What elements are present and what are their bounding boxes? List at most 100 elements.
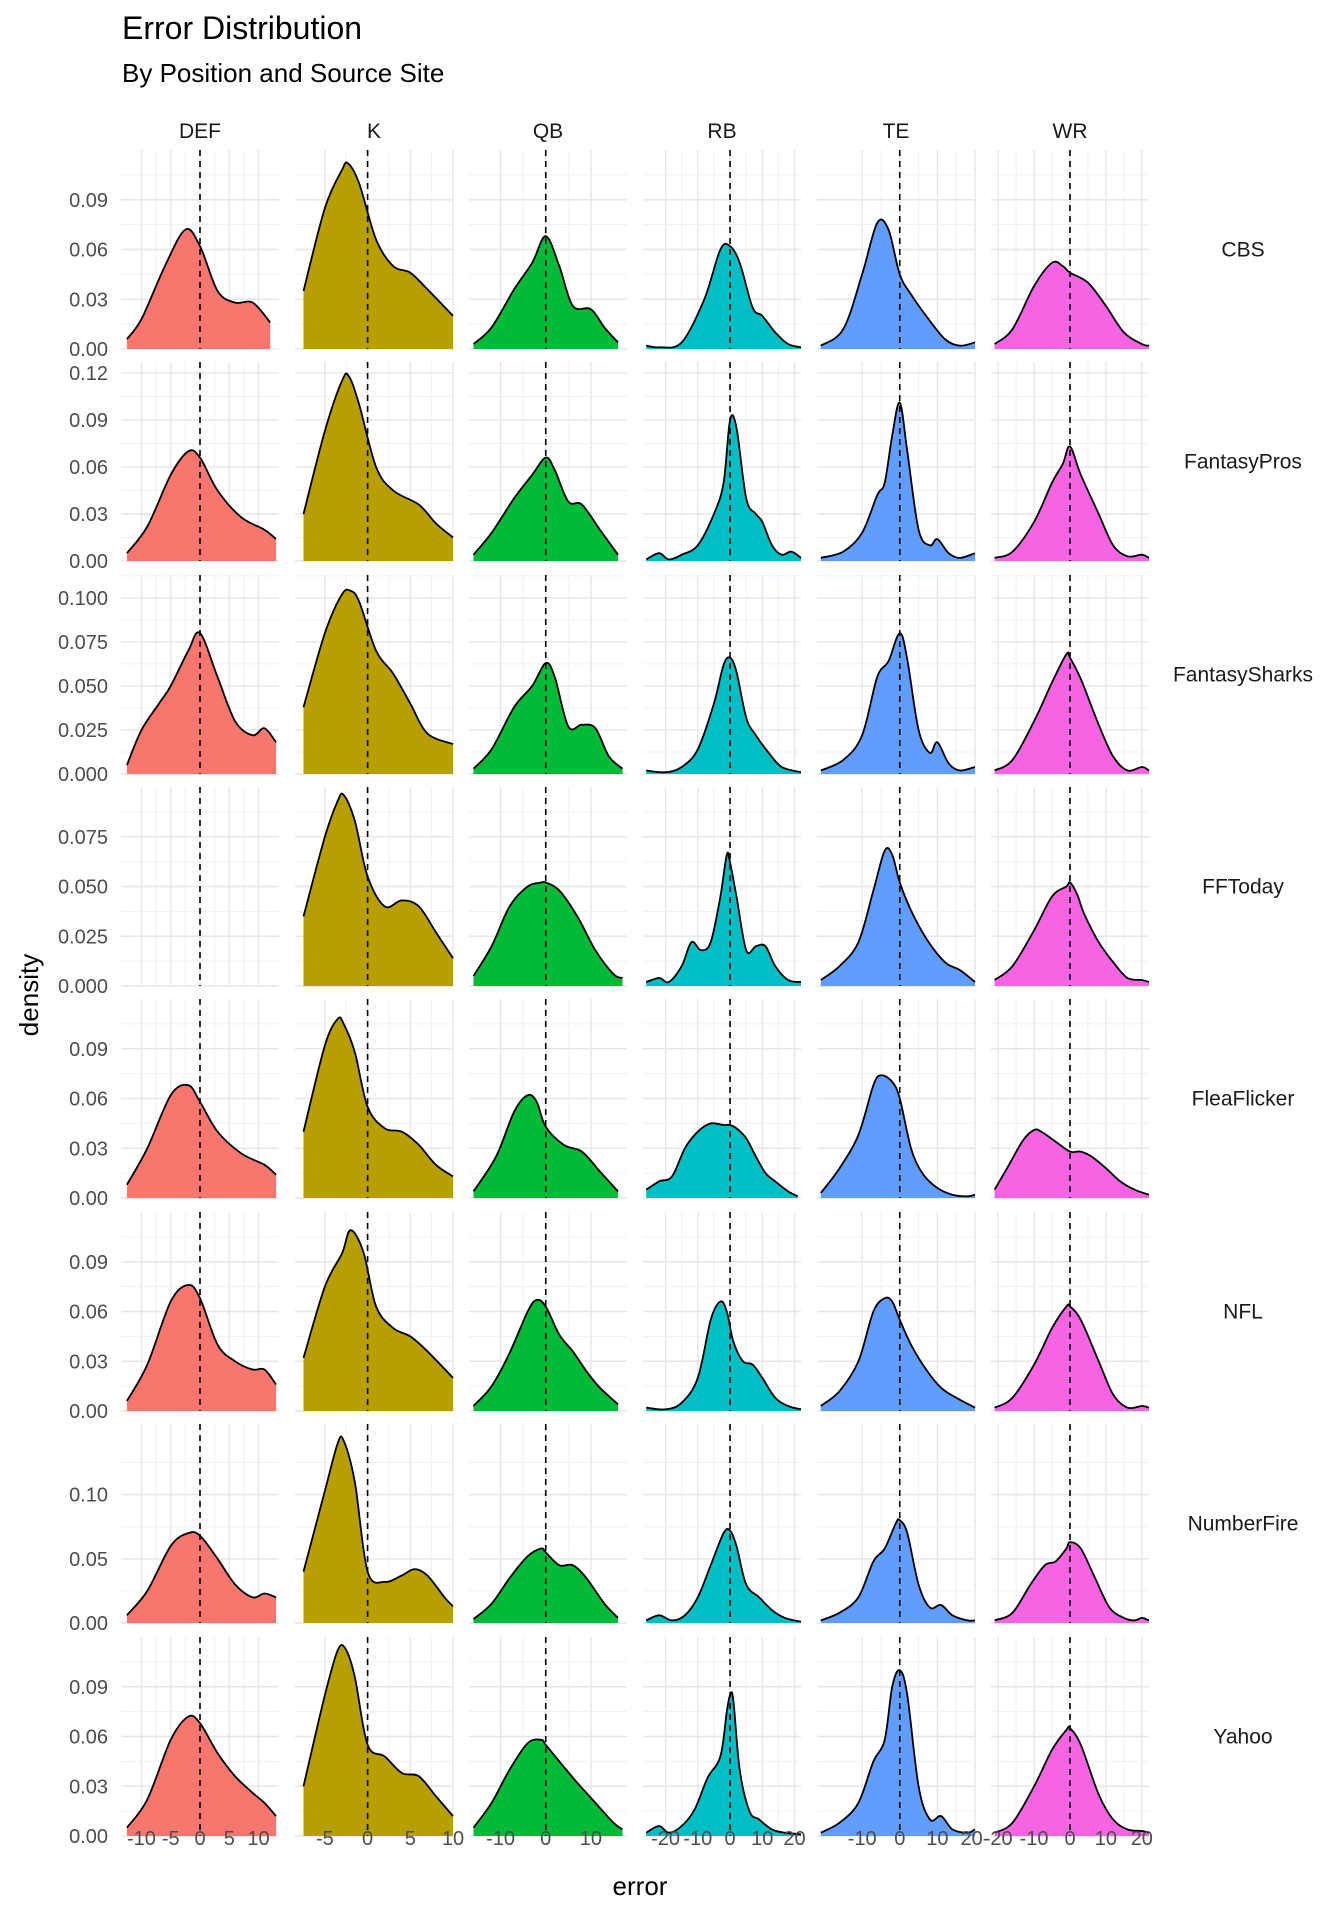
facet-label-DEF: DEF — [179, 120, 221, 143]
x-tick-label: 5 — [405, 1828, 416, 1850]
density-area-FFToday-RB — [646, 852, 801, 986]
density-line-FFToday-RB — [645, 851, 802, 984]
density-line-NFL-K — [302, 1229, 454, 1379]
density-area-FantasySharks-WR — [994, 652, 1149, 774]
density-area-CBS-QB — [473, 236, 618, 349]
facet-label-FantasySharks: FantasySharks — [1173, 664, 1313, 687]
density-line-CBS-K — [302, 161, 454, 317]
density-area-NumberFire-DEF — [126, 1532, 277, 1623]
density-line-NumberFire-K — [302, 1435, 454, 1607]
y-tick-label: 0.050 — [58, 676, 108, 698]
density-area-NumberFire-QB — [473, 1548, 618, 1623]
y-tick-label: 0.025 — [58, 720, 108, 742]
y-tick-label: 0.03 — [69, 1351, 108, 1373]
y-tick-label: 0.06 — [69, 240, 108, 262]
x-tick-label: -5 — [316, 1828, 334, 1850]
density-line-FantasyPros-RB — [645, 414, 802, 561]
density-line-FantasySharks-QB — [472, 661, 624, 770]
y-axis-title: density — [14, 954, 44, 1036]
facet-label-NFL: NFL — [1223, 1301, 1263, 1324]
x-tick-label: 0 — [1064, 1828, 1075, 1850]
density-area-FFToday-QB — [473, 881, 623, 986]
facet-label-TE: TE — [883, 120, 910, 143]
density-area-FantasyPros-RB — [646, 414, 801, 561]
density-area-NumberFire-WR — [994, 1542, 1149, 1623]
x-tick-label: -10 — [683, 1828, 712, 1850]
x-tick-label: 10 — [751, 1828, 773, 1850]
density-area-FantasySharks-DEF — [126, 632, 277, 774]
density-area-NumberFire-RB — [646, 1528, 801, 1623]
density-line-FantasyPros-WR — [994, 445, 1150, 559]
y-tick-label: 0.00 — [69, 339, 108, 361]
facet-label-FantasyPros: FantasyPros — [1184, 451, 1302, 474]
x-tick-label: -10 — [486, 1828, 515, 1850]
x-tick-label: 10 — [926, 1828, 948, 1850]
density-line-FantasyPros-DEF — [126, 449, 277, 554]
x-tick-label: 0 — [362, 1828, 373, 1850]
y-tick-label: 0.03 — [69, 289, 108, 311]
facet-label-WR: WR — [1053, 120, 1088, 143]
density-area-FleaFlicker-DEF — [126, 1084, 277, 1198]
density-area-FFToday-WR — [994, 882, 1149, 986]
y-tick-label: 0.09 — [69, 410, 108, 432]
density-area-CBS-TE — [820, 219, 975, 349]
density-line-FantasySharks-TE — [820, 632, 976, 772]
y-tick-label: 0.00 — [69, 1188, 108, 1210]
y-tick-label: 0.03 — [69, 504, 108, 526]
x-tick-label: 0 — [894, 1828, 905, 1850]
y-tick-label: 0.06 — [69, 1727, 108, 1749]
density-line-NFL-TE — [820, 1296, 976, 1409]
y-tick-label: 0.06 — [69, 1089, 108, 1111]
density-area-NumberFire-K — [303, 1436, 453, 1623]
density-line-CBS-QB — [472, 235, 619, 345]
density-area-FantasySharks-TE — [820, 633, 975, 774]
density-area-NFL-WR — [994, 1304, 1149, 1411]
density-area-FantasySharks-RB — [646, 657, 801, 774]
density-line-FleaFlicker-WR — [993, 1128, 1150, 1196]
density-line-Yahoo-TE — [820, 1669, 976, 1834]
density-line-NFL-WR — [994, 1303, 1150, 1410]
density-line-Yahoo-RB — [645, 1691, 802, 1836]
y-tick-label: 0.12 — [69, 363, 108, 385]
y-tick-label: 0.100 — [58, 588, 108, 610]
density-line-NFL-DEF — [126, 1284, 277, 1402]
x-tick-label: -10 — [1020, 1828, 1049, 1850]
density-area-NFL-TE — [820, 1297, 975, 1411]
density-line-NumberFire-TE — [820, 1518, 976, 1622]
y-tick-label: 0.10 — [69, 1485, 108, 1507]
y-tick-label: 0.09 — [69, 1677, 108, 1699]
density-area-FantasyPros-DEF — [126, 450, 277, 561]
x-axis-title: error — [613, 1871, 668, 1901]
density-line-FantasyPros-TE — [820, 401, 976, 559]
density-line-NumberFire-WR — [994, 1541, 1150, 1622]
facet-label-QB: QB — [533, 120, 563, 143]
density-area-NumberFire-TE — [820, 1519, 975, 1623]
density-line-NFL-QB — [472, 1298, 619, 1407]
x-tick-label: 10 — [580, 1828, 602, 1850]
density-line-NumberFire-RB — [645, 1527, 802, 1623]
x-tick-label: 20- — [961, 1828, 990, 1850]
density-area-Yahoo-WR — [994, 1726, 1149, 1836]
y-tick-label: 0.00 — [69, 1826, 108, 1848]
density-area-CBS-K — [303, 162, 453, 349]
y-tick-label: 0.000 — [58, 976, 108, 998]
y-tick-label: 0.025 — [58, 926, 108, 948]
density-line-FantasySharks-WR — [994, 651, 1150, 772]
x-tick-label: 10 — [247, 1828, 269, 1850]
x-tick-label: -10 — [127, 1828, 156, 1850]
y-tick-label: 0.075 — [58, 632, 108, 654]
density-line-Yahoo-QB — [472, 1738, 624, 1831]
y-tick-label: 0.05 — [69, 1549, 108, 1571]
density-line-FFToday-WR — [994, 881, 1150, 983]
x-tick-label: 0 — [724, 1828, 735, 1850]
chart-title: Error Distribution — [122, 10, 363, 46]
y-tick-label: 0.03 — [69, 1138, 108, 1160]
density-area-Yahoo-K — [303, 1644, 453, 1836]
x-tick-label: 10 — [1095, 1828, 1117, 1850]
y-tick-label: 0.09 — [69, 1252, 108, 1274]
density-area-FleaFlicker-WR — [994, 1129, 1149, 1198]
facet-label-FFToday: FFToday — [1202, 876, 1284, 899]
density-area-FFToday-K — [303, 793, 453, 986]
facet-label-NumberFire: NumberFire — [1188, 1513, 1299, 1536]
density-line-NumberFire-QB — [472, 1547, 619, 1620]
